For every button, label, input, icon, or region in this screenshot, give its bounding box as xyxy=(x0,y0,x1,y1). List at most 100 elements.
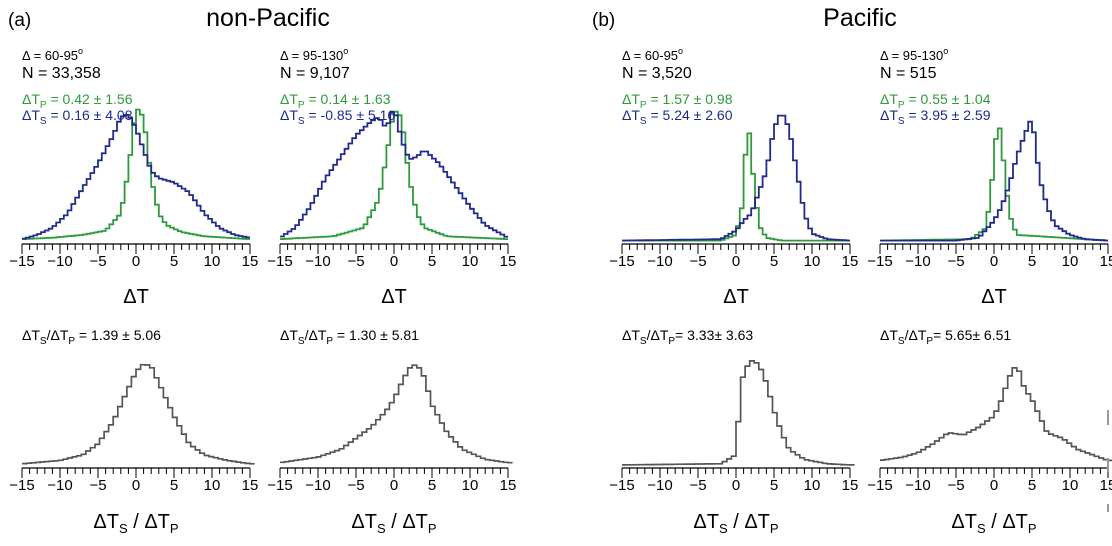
x-tick-label: 15 xyxy=(842,477,859,494)
ratio-histogram xyxy=(880,367,1112,462)
x-tick-label: −10 xyxy=(905,253,930,270)
p-wave-stat: ΔTP = 0.55 ± 1.04 xyxy=(880,91,991,111)
x-tick-label: −10 xyxy=(647,477,672,494)
x-tick-label: −5 xyxy=(947,477,964,494)
x-tick-label: 15 xyxy=(842,253,859,270)
x-tick-label: −15 xyxy=(867,253,892,270)
x-tick-label: −10 xyxy=(47,477,72,494)
x-tick-label: 15 xyxy=(242,477,259,494)
sample-count-label: N = 9,107 xyxy=(280,65,350,82)
ratio-histogram xyxy=(280,364,513,464)
x-tick-label: −5 xyxy=(689,253,706,270)
s-wave-stat: ΔTS = -0.85 ± 5.16 xyxy=(280,107,395,127)
x-tick-label: 5 xyxy=(1028,477,1036,494)
sample-count-label: N = 515 xyxy=(880,65,937,82)
x-tick-label: −15 xyxy=(267,253,292,270)
x-tick-label: −5 xyxy=(89,253,106,270)
plots-group: −15 −10 −5 0 5 10 15 ΔT Δ = 60-95o N = 33,358 ΔTP … xyxy=(9,46,1112,536)
x-tick-label: −10 xyxy=(305,477,330,494)
x-tick-label: −5 xyxy=(347,477,364,494)
x-tick-label: 10 xyxy=(462,253,479,270)
x-axis-label: ΔTS / ΔTP xyxy=(693,511,778,536)
x-axis-label: ΔTS / ΔTP xyxy=(351,511,436,536)
distance-range-label: Δ = 95-130o xyxy=(280,46,348,63)
p-wave-stat: ΔTP = 1.57 ± 0.98 xyxy=(622,91,733,111)
x-axis-label: ΔT xyxy=(381,286,407,308)
s-wave-histogram xyxy=(280,111,508,238)
x-tick-label: −5 xyxy=(347,253,364,270)
panel-b-letter: (b) xyxy=(592,10,615,31)
x-axis-label: ΔT xyxy=(981,286,1007,308)
x-tick-label: 0 xyxy=(132,253,140,270)
histogram-panel: −15 −10 −5 0 5 10 15 ΔTS / ΔTP ΔTS/ΔTP= 3.33± 3.… xyxy=(609,327,858,536)
x-tick-label: −10 xyxy=(905,477,930,494)
histogram-panel: −15 −10 −5 0 5 10 15 ΔT Δ = 60-95o N = 3,520 ΔTP =… xyxy=(609,46,858,308)
x-tick-label: −15 xyxy=(9,253,34,270)
histogram-panel: −15 −10 −5 0 5 10 15 ΔT Δ = 95-130o N = 9,107 ΔTP … xyxy=(267,46,516,308)
p-wave-stat: ΔTP = 0.42 ± 1.56 xyxy=(22,91,133,111)
x-tick-label: 0 xyxy=(990,477,998,494)
x-tick-label: 5 xyxy=(770,253,778,270)
x-tick-label: −15 xyxy=(609,477,634,494)
x-tick-label: −10 xyxy=(47,253,72,270)
x-tick-label: 10 xyxy=(1062,253,1079,270)
p-wave-histogram xyxy=(22,108,250,240)
x-tick-label: 15 xyxy=(1100,253,1112,270)
x-axis-label: ΔTS / ΔTP xyxy=(93,511,178,536)
histogram-panel: −15 −10 −5 0 5 10 15 ΔTS / ΔTP ΔTS/ΔTP= 5.65± 6.… xyxy=(867,327,1112,536)
panel-a-title: non-Pacific xyxy=(206,4,330,32)
x-tick-label: 15 xyxy=(1100,477,1112,494)
s-wave-histogram xyxy=(22,114,250,240)
x-tick-label: 10 xyxy=(1062,477,1079,494)
x-tick-label: 5 xyxy=(428,477,436,494)
s-wave-stat: ΔTS = 5.24 ± 2.60 xyxy=(622,107,733,127)
x-tick-label: 0 xyxy=(732,253,740,270)
panel-b-title: Pacific xyxy=(823,4,897,32)
x-tick-label: −15 xyxy=(867,477,892,494)
sample-count-label: N = 3,520 xyxy=(622,65,692,82)
histogram-panel: −15 −10 −5 0 5 10 15 ΔTS / ΔTP ΔTS/ΔTP = 1.30 ± … xyxy=(267,327,516,536)
ratio-stat: ΔTS/ΔTP= 5.65± 6.51 xyxy=(880,327,1011,347)
x-tick-label: 0 xyxy=(990,253,998,270)
distance-range-label: Δ = 95-130o xyxy=(880,46,948,63)
histogram-panel: −15 −10 −5 0 5 10 15 ΔT Δ = 95-130o N = 515 ΔTP = … xyxy=(867,46,1112,308)
histogram-panel: −15 −10 −5 0 5 10 15 ΔTS / ΔTP ΔTS/ΔTP = 1.39 ± … xyxy=(9,327,258,536)
x-tick-label: −5 xyxy=(947,253,964,270)
x-tick-label: −5 xyxy=(689,477,706,494)
s-wave-stat: ΔTS = 3.95 ± 2.59 xyxy=(880,107,991,127)
p-wave-histogram xyxy=(622,132,850,242)
ratio-stat: ΔTS/ΔTP = 1.39 ± 5.06 xyxy=(22,327,161,347)
x-tick-label: 5 xyxy=(1028,253,1036,270)
x-tick-label: 10 xyxy=(804,477,821,494)
distance-range-label: Δ = 60-95o xyxy=(22,46,83,63)
x-tick-label: 0 xyxy=(132,477,140,494)
x-tick-label: 0 xyxy=(390,253,398,270)
x-tick-label: −15 xyxy=(9,477,34,494)
ratio-stat: ΔTS/ΔTP= 3.33± 3.63 xyxy=(622,327,753,347)
panel-a-letter: (a) xyxy=(8,10,31,31)
x-tick-label: 10 xyxy=(204,253,221,270)
x-tick-label: 0 xyxy=(390,477,398,494)
x-tick-label: 15 xyxy=(500,477,517,494)
x-tick-label: −10 xyxy=(647,253,672,270)
x-tick-label: −15 xyxy=(267,477,292,494)
x-axis-label: ΔT xyxy=(123,286,149,308)
sample-count-label: N = 33,358 xyxy=(22,65,101,82)
histogram-panel: −15 −10 −5 0 5 10 15 ΔT Δ = 60-95o N = 33,358 ΔTP … xyxy=(9,46,258,308)
x-tick-label: 5 xyxy=(170,253,178,270)
x-tick-label: 5 xyxy=(170,477,178,494)
x-tick-label: 10 xyxy=(462,477,479,494)
x-tick-label: 15 xyxy=(500,253,517,270)
p-wave-histogram xyxy=(880,127,1108,242)
x-tick-label: 0 xyxy=(732,477,740,494)
x-tick-label: 10 xyxy=(804,253,821,270)
s-wave-histogram xyxy=(622,114,850,242)
p-wave-histogram xyxy=(280,110,508,240)
x-tick-label: −15 xyxy=(609,253,634,270)
ratio-histogram xyxy=(22,363,255,465)
x-tick-label: 5 xyxy=(428,253,436,270)
x-tick-label: −10 xyxy=(305,253,330,270)
x-tick-label: 10 xyxy=(204,477,221,494)
s-wave-stat: ΔTS = 0.16 ± 4.08 xyxy=(22,107,133,127)
